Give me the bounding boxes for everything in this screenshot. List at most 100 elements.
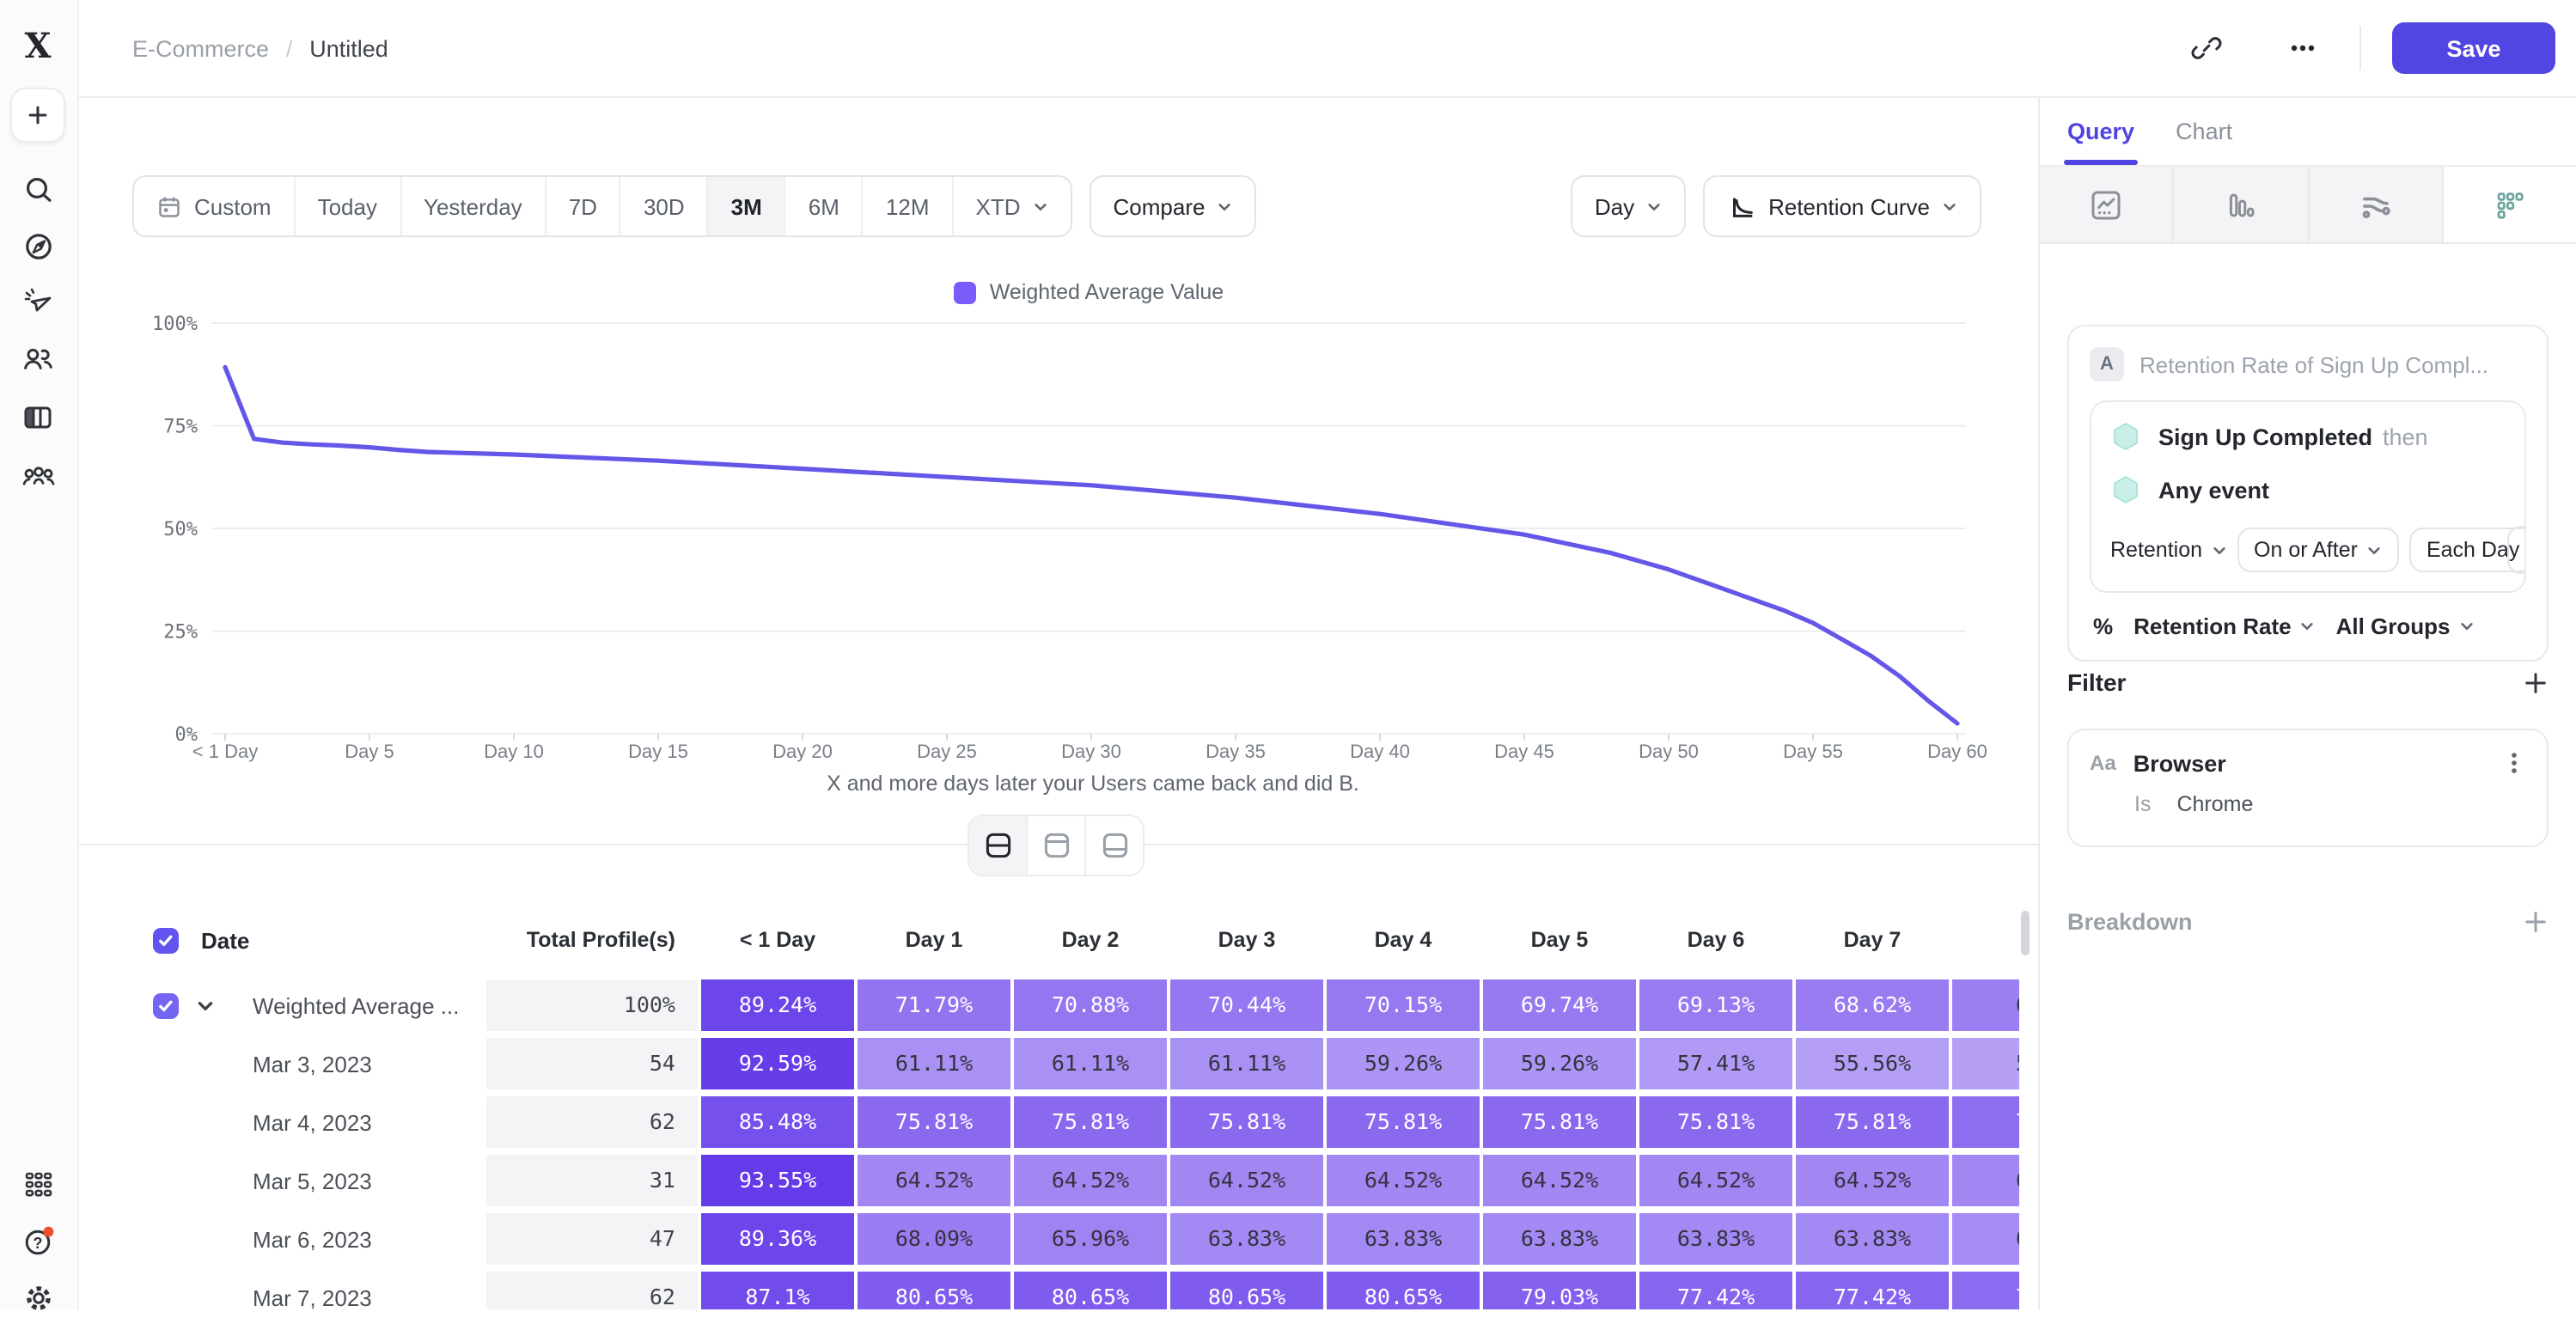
save-button[interactable]: Save bbox=[2392, 22, 2555, 74]
checkbox-icon[interactable] bbox=[153, 927, 179, 953]
split-view-icon[interactable] bbox=[969, 816, 1028, 875]
board-icon[interactable] bbox=[0, 397, 76, 438]
retention-type-dropdown[interactable]: Retention bbox=[2110, 538, 2226, 562]
range-custom[interactable]: Custom bbox=[134, 177, 296, 235]
hexagon-event-icon bbox=[2110, 421, 2141, 452]
retention-cell: 80.65% bbox=[1327, 1272, 1480, 1309]
return-event-row[interactable]: Any event bbox=[2110, 474, 2506, 505]
row-label: Mar 4, 2023 bbox=[253, 1109, 372, 1135]
flow-tile-icon[interactable] bbox=[2309, 167, 2444, 242]
filter-card[interactable]: Aa Browser Is Chrome bbox=[2067, 729, 2549, 847]
retention-cell: 65.96% bbox=[1014, 1213, 1167, 1265]
retention-cell: 80.65% bbox=[858, 1272, 1010, 1309]
svg-text:Day 10: Day 10 bbox=[484, 741, 544, 762]
granularity-dropdown[interactable]: Day bbox=[1571, 175, 1686, 237]
range-xtd[interactable]: XTD bbox=[954, 177, 1071, 235]
range-3m[interactable]: 3M bbox=[709, 177, 786, 235]
clipped-control[interactable] bbox=[2507, 526, 2526, 574]
chart-type-dropdown[interactable]: Retention Curve bbox=[1703, 175, 1981, 237]
search-icon[interactable] bbox=[0, 168, 76, 210]
query-name-row[interactable]: A Retention Rate of Sign Up Compl... bbox=[2090, 347, 2526, 381]
range-30d[interactable]: 30D bbox=[621, 177, 709, 235]
top-view-icon[interactable] bbox=[1028, 816, 1086, 875]
range-6m[interactable]: 6M bbox=[786, 177, 864, 235]
range-today[interactable]: Today bbox=[296, 177, 401, 235]
settings-gear-icon[interactable] bbox=[0, 1277, 76, 1318]
tab-query[interactable]: Query bbox=[2067, 98, 2134, 165]
retention-cell: 68.62% bbox=[1796, 979, 1949, 1031]
retention-cell: 80.65% bbox=[1170, 1272, 1323, 1309]
breadcrumb-workspace[interactable]: E-Commerce bbox=[132, 35, 269, 61]
compare-dropdown[interactable]: Compare bbox=[1090, 175, 1257, 237]
clipped-retention-cell: 64 bbox=[1952, 1155, 2019, 1206]
clipped-retention-cell: 68 bbox=[1952, 979, 2019, 1031]
table-scrollbar[interactable] bbox=[2021, 911, 2030, 955]
tab-chart[interactable]: Chart bbox=[2176, 98, 2232, 165]
row-label-cell: Mar 3, 2023 bbox=[132, 1051, 485, 1077]
compass-icon[interactable] bbox=[0, 225, 76, 266]
svg-text:75%: 75% bbox=[163, 417, 198, 438]
table-row[interactable]: Weighted Average ...100%89.24%71.79%70.8… bbox=[132, 976, 2021, 1034]
hexagon-event-icon bbox=[2110, 474, 2141, 505]
groups-dropdown[interactable]: All Groups bbox=[2336, 613, 2475, 639]
breakdown-section-header: Breakdown bbox=[2067, 909, 2549, 935]
line-chart-tile-icon[interactable] bbox=[2040, 167, 2175, 242]
retention-cell: 63.83% bbox=[1327, 1213, 1480, 1265]
filter-property[interactable]: Browser bbox=[2133, 750, 2485, 776]
range-12m[interactable]: 12M bbox=[864, 177, 954, 235]
app-logo[interactable]: X bbox=[0, 26, 76, 67]
filter-value[interactable]: Chrome bbox=[2176, 792, 2253, 816]
svg-text:Day 20: Day 20 bbox=[772, 741, 833, 762]
expand-chevron-icon[interactable] bbox=[196, 996, 215, 1015]
date-header-label: Date bbox=[201, 927, 249, 953]
help-icon[interactable]: ? bbox=[0, 1220, 76, 1261]
svg-text:50%: 50% bbox=[163, 519, 198, 540]
metric-dropdown[interactable]: Retention Rate bbox=[2133, 613, 2315, 639]
range-yesterday[interactable]: Yesterday bbox=[401, 177, 546, 235]
create-new-button[interactable] bbox=[0, 95, 76, 136]
retention-cell: 64.52% bbox=[1796, 1155, 1949, 1206]
row-label-cell: Mar 4, 2023 bbox=[132, 1109, 485, 1135]
percent-icon: % bbox=[2093, 613, 2113, 639]
bottom-view-icon[interactable] bbox=[1086, 816, 1143, 875]
retention-cell: 61.11% bbox=[1170, 1038, 1323, 1089]
svg-text:Day 15: Day 15 bbox=[628, 741, 688, 762]
day-header-cell: Day 1 bbox=[858, 914, 1010, 966]
add-breakdown-plus-icon[interactable] bbox=[2523, 909, 2549, 935]
audience-icon[interactable] bbox=[0, 455, 76, 497]
range-7d[interactable]: 7D bbox=[546, 177, 621, 235]
kebab-icon[interactable] bbox=[2502, 749, 2526, 777]
retention-cell: 75.81% bbox=[1639, 1096, 1792, 1148]
on-or-after-dropdown[interactable]: On or After bbox=[2237, 528, 2399, 572]
retention-cell: 93.55% bbox=[701, 1155, 854, 1206]
layout-toggle-group bbox=[968, 815, 1145, 876]
apps-grid-icon[interactable] bbox=[0, 1163, 76, 1205]
breadcrumb-report-title[interactable]: Untitled bbox=[309, 35, 388, 61]
add-filter-plus-icon[interactable] bbox=[2523, 669, 2549, 695]
filter-operator[interactable]: Is bbox=[2134, 792, 2151, 816]
svg-text:Day 35: Day 35 bbox=[1206, 741, 1266, 762]
link-icon[interactable] bbox=[2181, 22, 2232, 74]
retention-cell: 64.52% bbox=[858, 1155, 1010, 1206]
filter-title: Filter bbox=[2067, 668, 2126, 696]
bar-chart-tile-icon[interactable] bbox=[2175, 167, 2310, 242]
day-header-cell: Day 5 bbox=[1483, 914, 1636, 966]
users-icon[interactable] bbox=[0, 339, 76, 380]
total-cell: 47 bbox=[486, 1213, 698, 1265]
more-options-ellipsis-icon[interactable] bbox=[2277, 22, 2329, 74]
checkbox-icon[interactable] bbox=[153, 992, 179, 1018]
svg-text:Day 5: Day 5 bbox=[345, 741, 394, 762]
ai-cursor-icon[interactable] bbox=[0, 282, 76, 323]
total-header-cell: Total Profile(s) bbox=[486, 914, 698, 966]
clipped-header-cell bbox=[1952, 914, 2019, 966]
born-event-row[interactable]: Sign Up Completed then bbox=[2110, 421, 2506, 452]
retention-grid-tile-icon[interactable] bbox=[2444, 167, 2576, 242]
